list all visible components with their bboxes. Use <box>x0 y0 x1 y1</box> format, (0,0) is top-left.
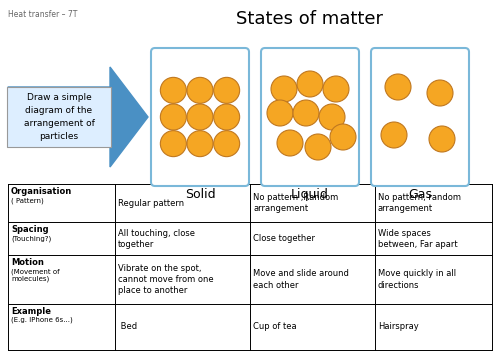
Text: (E.g. IPhone 6s...): (E.g. IPhone 6s...) <box>11 316 73 323</box>
Ellipse shape <box>323 76 349 102</box>
Text: Close together: Close together <box>253 234 315 243</box>
Text: Move and slide around
each other: Move and slide around each other <box>253 269 349 290</box>
Ellipse shape <box>160 104 186 130</box>
Ellipse shape <box>214 78 240 103</box>
Ellipse shape <box>385 74 411 100</box>
Polygon shape <box>8 67 148 167</box>
Text: Regular pattern: Regular pattern <box>118 199 184 207</box>
Ellipse shape <box>160 78 186 103</box>
Ellipse shape <box>305 134 331 160</box>
Text: Motion: Motion <box>11 258 44 267</box>
FancyBboxPatch shape <box>7 87 111 147</box>
Text: Bed: Bed <box>118 322 137 331</box>
FancyBboxPatch shape <box>151 48 249 186</box>
Text: Solid: Solid <box>184 188 216 201</box>
Text: All touching, close
together: All touching, close together <box>118 229 195 249</box>
Ellipse shape <box>214 131 240 157</box>
Text: Draw a simple
diagram of the
arrangement of
particles: Draw a simple diagram of the arrangement… <box>24 93 95 141</box>
Ellipse shape <box>381 122 407 148</box>
Text: Cup of tea: Cup of tea <box>253 322 296 331</box>
Ellipse shape <box>214 104 240 130</box>
FancyBboxPatch shape <box>371 48 469 186</box>
Ellipse shape <box>330 124 356 150</box>
Text: (Touching?): (Touching?) <box>11 235 51 242</box>
Text: Heat transfer – 7T: Heat transfer – 7T <box>8 10 78 19</box>
Text: Move quickly in all
directions: Move quickly in all directions <box>378 269 456 290</box>
Ellipse shape <box>160 131 186 157</box>
Ellipse shape <box>187 104 213 130</box>
Ellipse shape <box>271 76 297 102</box>
Text: Wide spaces
between, Far apart: Wide spaces between, Far apart <box>378 229 458 249</box>
Ellipse shape <box>187 131 213 157</box>
Text: Gas: Gas <box>408 188 432 201</box>
Ellipse shape <box>429 126 455 152</box>
Text: Spacing: Spacing <box>11 225 49 234</box>
Ellipse shape <box>293 100 319 126</box>
Text: Example: Example <box>11 307 51 315</box>
Text: (Movement of
molecules): (Movement of molecules) <box>11 268 60 282</box>
Ellipse shape <box>277 130 303 156</box>
Text: Hairspray: Hairspray <box>378 322 419 331</box>
Ellipse shape <box>319 104 345 130</box>
Text: No pattern ,Random
arrangement: No pattern ,Random arrangement <box>253 193 338 213</box>
Text: ( Pattern): ( Pattern) <box>11 197 44 204</box>
Ellipse shape <box>427 80 453 106</box>
FancyBboxPatch shape <box>261 48 359 186</box>
Ellipse shape <box>267 100 293 126</box>
Text: No pattern, random
arrangement: No pattern, random arrangement <box>378 193 461 213</box>
Text: States of matter: States of matter <box>236 10 384 28</box>
Text: Liquid: Liquid <box>291 188 329 201</box>
Text: Organisation: Organisation <box>11 187 72 196</box>
Text: Vibrate on the spot,
cannot move from one
place to another: Vibrate on the spot, cannot move from on… <box>118 264 214 295</box>
Ellipse shape <box>187 78 213 103</box>
Ellipse shape <box>297 71 323 97</box>
